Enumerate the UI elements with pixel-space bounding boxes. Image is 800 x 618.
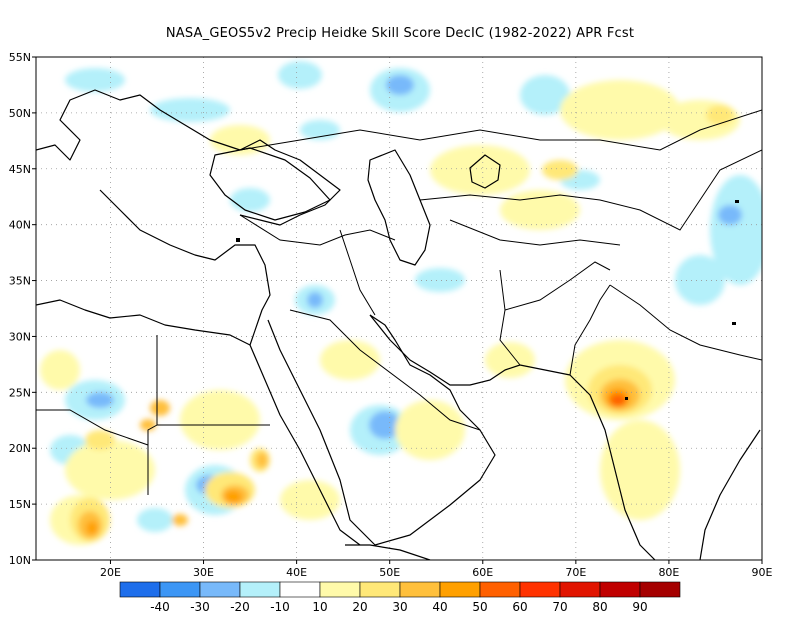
colorbar-label: -40 bbox=[150, 600, 170, 614]
colorbar-swatch bbox=[439, 581, 481, 598]
colorbar: -40 -30 -20 -10 10 20 30 40 50 60 70 80 90 bbox=[119, 581, 681, 614]
colorbar-label: 90 bbox=[632, 600, 647, 614]
lat-label: 35N bbox=[9, 275, 31, 288]
lon-label: 60E bbox=[472, 566, 493, 579]
colorbar-swatch bbox=[639, 581, 681, 598]
lon-label: 30E bbox=[193, 566, 214, 579]
colorbar-swatch bbox=[279, 581, 321, 598]
lon-label: 40E bbox=[286, 566, 307, 579]
border-kazakhstan bbox=[419, 149, 762, 231]
lakes bbox=[236, 200, 739, 400]
lat-label: 45N bbox=[9, 163, 31, 176]
border-central-asia bbox=[449, 219, 621, 246]
longitude-labels: 20E 30E 40E 50E 60E 70E 80E 90E bbox=[100, 560, 773, 579]
colorbar-swatch bbox=[479, 581, 521, 598]
map-title: NASA_GEOS5v2 Precip Heidke Skill Score D… bbox=[165, 26, 635, 41]
lat-label: 55N bbox=[9, 51, 31, 64]
coastlines bbox=[36, 89, 761, 560]
border-russia bbox=[239, 109, 762, 151]
border-turkey bbox=[239, 214, 396, 246]
red-sea-west bbox=[249, 344, 361, 546]
border-afghanistan-pakistan bbox=[504, 261, 611, 311]
caspian-sea bbox=[367, 149, 431, 266]
map-frame bbox=[35, 56, 763, 561]
lake-mark bbox=[732, 322, 736, 325]
border-saudi bbox=[289, 309, 481, 431]
colorbar-label: 10 bbox=[312, 600, 327, 614]
black-sea bbox=[209, 147, 331, 221]
colorbar-swatch bbox=[159, 581, 201, 598]
colorbar-swatch bbox=[599, 581, 641, 598]
colorbar-label: 40 bbox=[432, 600, 447, 614]
lon-label: 20E bbox=[100, 566, 121, 579]
aral-sea bbox=[469, 154, 501, 189]
bay-of-bengal-coast bbox=[699, 429, 761, 560]
border-chad bbox=[36, 409, 149, 446]
horn-of-africa bbox=[345, 544, 431, 560]
colorbar-swatch bbox=[399, 581, 441, 598]
borders bbox=[36, 109, 762, 495]
border-china-india bbox=[609, 284, 762, 361]
europe-coast bbox=[36, 89, 341, 226]
mediterranean-africa-coast bbox=[36, 189, 271, 346]
colorbar-label: -10 bbox=[270, 600, 290, 614]
skill-positive-50 bbox=[610, 394, 626, 406]
colorbar-label: 30 bbox=[392, 600, 407, 614]
pakistan-india-coast bbox=[519, 364, 656, 560]
colorbar-swatch bbox=[359, 581, 401, 598]
colorbar-label: 20 bbox=[352, 600, 367, 614]
lat-label: 20N bbox=[9, 442, 31, 455]
border-iran-afghanistan bbox=[499, 269, 521, 366]
colorbar-swatch bbox=[519, 581, 561, 598]
colorbar-label: 80 bbox=[592, 600, 607, 614]
lat-label: 40N bbox=[9, 219, 31, 232]
lon-label: 90E bbox=[752, 566, 773, 579]
lat-label: 25N bbox=[9, 386, 31, 399]
lon-label: 70E bbox=[565, 566, 586, 579]
colorbar-swatch bbox=[559, 581, 601, 598]
colorbar-swatch bbox=[119, 581, 161, 598]
lat-label: 10N bbox=[9, 554, 31, 567]
arabia-coast bbox=[267, 314, 496, 546]
border-iran-iraq bbox=[339, 229, 376, 316]
border-pakistan-india bbox=[569, 284, 611, 376]
colorbar-label: -20 bbox=[230, 600, 250, 614]
lat-label: 15N bbox=[9, 498, 31, 511]
persian-gulf bbox=[369, 314, 521, 386]
latitude-labels: 55N 50N 45N 40N 35N 30N 25N 20N 15N 10N bbox=[9, 51, 36, 567]
map-plot-area bbox=[36, 57, 762, 560]
border-libya-egypt bbox=[147, 335, 158, 495]
lat-label: 30N bbox=[9, 330, 31, 343]
colorbar-label: 50 bbox=[472, 600, 487, 614]
colorbar-swatch bbox=[239, 581, 281, 598]
colorbar-label: -30 bbox=[190, 600, 210, 614]
colorbar-swatch bbox=[319, 581, 361, 598]
lake-mark bbox=[735, 200, 739, 203]
lon-label: 50E bbox=[379, 566, 400, 579]
lat-label: 50N bbox=[9, 107, 31, 120]
colorbar-label: 60 bbox=[512, 600, 527, 614]
lake-mark bbox=[236, 238, 240, 242]
lon-label: 80E bbox=[658, 566, 679, 579]
lake-mark bbox=[625, 397, 628, 400]
colorbar-label: 70 bbox=[552, 600, 567, 614]
colorbar-swatch bbox=[199, 581, 241, 598]
